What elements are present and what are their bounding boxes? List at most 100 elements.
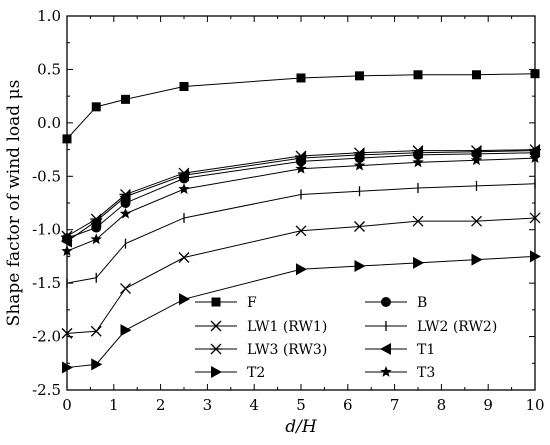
data-point [91,102,101,112]
data-point [296,263,307,276]
legend-marker [210,343,222,355]
data-point [355,71,364,81]
series-line [66,157,536,252]
data-point [472,70,481,80]
legend-label: LW2 (RW2) [417,319,497,335]
data-point [90,233,102,245]
x-tick-label: 5 [296,396,306,414]
data-point [120,283,131,294]
legend-item: LW1 (RW1) [195,319,327,335]
data-point [354,221,365,232]
data-point [412,215,424,227]
data-point [471,215,482,227]
legend-marker [211,366,222,378]
series-0 [62,69,540,144]
x-tick-label: 1 [109,396,119,414]
x-axis-title: d/H [285,417,318,437]
legend-label: T2 [247,365,265,381]
legend-marker [380,366,392,377]
data-point [120,324,132,337]
data-point [61,245,73,256]
data-point [471,253,483,266]
data-point [178,183,190,194]
legend-marker [380,343,391,355]
data-point [412,156,424,168]
data-point [413,70,423,80]
series-7 [61,152,541,256]
data-point [530,250,541,263]
data-point [296,73,306,83]
data-point [295,162,307,174]
legend-marker [381,297,391,307]
legend-label: LW1 (RW1) [247,319,327,335]
data-point [62,134,72,144]
data-point [119,207,132,219]
x-tick-label: 4 [249,396,259,414]
legend-item: LW2 (RW2) [365,319,497,335]
y-tick-label: -2.5 [32,381,61,399]
data-point [179,293,190,306]
data-point [353,159,366,171]
data-point [530,69,540,79]
x-tick-label: 3 [203,396,213,414]
series-2 [61,212,541,339]
data-point [470,145,482,158]
legend-item: LW3 (RW3) [195,342,327,358]
legend-item: B [365,295,427,311]
y-tick-label: -0.5 [32,167,61,185]
data-point [412,146,423,159]
x-tick-label: 2 [156,396,166,414]
data-point [91,358,103,371]
data-point [529,144,540,157]
data-point [295,152,306,165]
legend-item: F [195,295,257,311]
data-point [295,225,307,237]
data-point [529,212,541,224]
legend-marker [211,297,221,307]
data-point [179,82,189,92]
series-line [66,217,536,334]
legend: F B LW1 (RW1) LW2 (RW2) LW3 (RW3) T1 T2 T3 [195,295,497,381]
data-point [119,190,131,203]
data-point [121,94,130,104]
data-point [353,148,365,161]
y-tick-label: -1.5 [32,274,61,292]
data-point [413,256,424,269]
legend-label: B [417,295,427,311]
data-point [62,361,73,374]
series-3 [66,178,536,289]
y-tick-label: 0.5 [37,60,61,78]
data-point [178,252,190,263]
series-5 [61,144,540,248]
legend-marker [210,320,222,332]
y-tick-label: -2.0 [32,328,61,346]
legend-item: T1 [365,342,435,358]
y-axis-title: Shape factor of wind load μs [4,80,24,327]
series-line [66,73,536,140]
data-point [90,325,102,337]
data-point [354,260,366,273]
legend-label: T1 [417,342,435,358]
x-tick-label: 8 [437,396,447,414]
x-tick-label: 9 [483,396,493,414]
x-tick-label: 0 [62,396,72,414]
data-point [178,169,189,182]
data-point [61,235,72,248]
y-tick-label: 1.0 [37,7,61,25]
x-tick-label: 7 [390,396,400,414]
legend-label: F [247,295,257,311]
data-point [529,152,541,163]
data-point [90,215,102,228]
x-tick-label: 10 [525,396,544,414]
series-6 [62,250,541,374]
legend-label: LW3 (RW3) [247,342,327,358]
y-tick-label: 0.0 [37,114,61,132]
y-tick-label: -1.0 [32,221,61,239]
legend-item: T3 [365,365,435,381]
data-point [61,327,73,339]
legend-item: T2 [195,365,265,381]
x-tick-label: 6 [343,396,353,414]
legend-label: T3 [417,365,435,381]
